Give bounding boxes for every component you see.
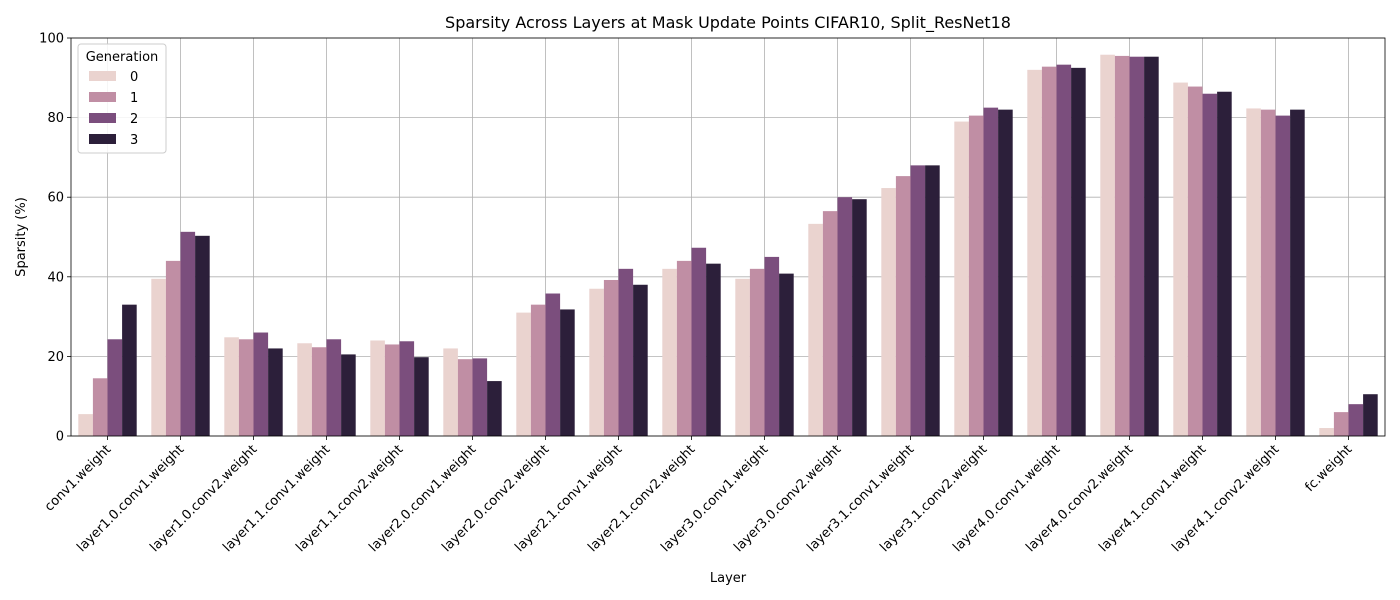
bar [1056,64,1072,436]
bar [881,188,896,436]
bar [78,414,93,436]
bar [983,107,999,437]
plot-frame [70,37,1386,437]
bar [297,343,312,436]
axes [70,37,1386,437]
bar [662,268,677,436]
bar [341,354,356,436]
y-tick-label: 20 [47,350,64,365]
y-tick-label: 0 [56,430,64,445]
bar [706,263,721,436]
bar [895,176,911,436]
bar [764,256,780,436]
x-axis-label: Layer [710,571,747,586]
bar [691,247,707,436]
bar [1246,108,1261,437]
bar [165,260,181,436]
bar [238,339,254,436]
bar [998,109,1013,436]
bar [589,288,604,436]
bar [1129,56,1145,437]
legend-label: 1 [130,91,138,106]
bar [618,268,634,436]
bar [1114,55,1130,436]
bar [1260,109,1276,436]
y-tick-label: 60 [47,191,64,206]
bar [1100,54,1115,436]
y-tick-label: 80 [47,111,64,126]
bar [253,332,269,436]
legend-swatch [89,92,116,102]
y-tick-label: 100 [39,32,64,47]
bar [1187,86,1203,436]
bar [384,344,400,436]
x-tick-label: fc.weight [1303,442,1356,495]
bar [545,293,561,436]
y-axis-label: Sparsity (%) [14,197,29,277]
bars [78,54,1378,437]
bar [1275,115,1291,437]
bar [749,268,765,436]
bar [837,197,853,436]
bar [1290,109,1305,436]
bar [399,341,415,436]
legend-label: 2 [130,112,138,127]
x-tick-label: conv1.weight [42,442,114,514]
bar [472,358,488,436]
bar [487,381,502,436]
bar [443,348,458,436]
bar [107,339,123,436]
bar [925,165,940,437]
bar [968,115,984,437]
bar [910,165,926,437]
bar [180,231,196,436]
bar [1173,82,1188,437]
legend: Generation 0 1 2 3 [77,43,167,154]
bar [92,378,108,436]
bar [1333,412,1349,436]
bar [1071,67,1086,436]
bar [735,278,750,436]
bar [676,260,692,436]
bar [1041,66,1057,436]
bar [195,235,210,436]
bar [779,273,794,436]
bar [370,340,385,436]
bar [1144,56,1159,437]
bar [1348,404,1364,436]
bar [268,348,283,436]
chart-title: Sparsity Across Layers at Mask Update Po… [445,13,1011,33]
bar [852,199,867,436]
bar [224,337,239,436]
bar [1217,91,1232,436]
bar [326,339,342,436]
bar [516,312,531,436]
bar [1319,428,1334,436]
legend-swatch [89,71,116,81]
bar [1027,69,1042,436]
legend-label: 0 [130,70,138,85]
bar [414,357,429,436]
legend-swatch [89,113,116,123]
legend-swatch [89,134,116,144]
y-tick-label: 40 [47,270,64,285]
bar [457,359,473,436]
bar [633,284,648,436]
bar [151,278,166,436]
bar [954,121,969,436]
bar [122,304,137,436]
legend-title: Generation [86,50,159,65]
bar [603,279,619,436]
legend-label: 3 [130,133,138,148]
bar [808,223,823,436]
bar [560,309,575,436]
bar [1363,394,1378,436]
bar [311,347,327,436]
bar [530,304,546,436]
bar [822,211,838,436]
bar [1202,93,1218,436]
